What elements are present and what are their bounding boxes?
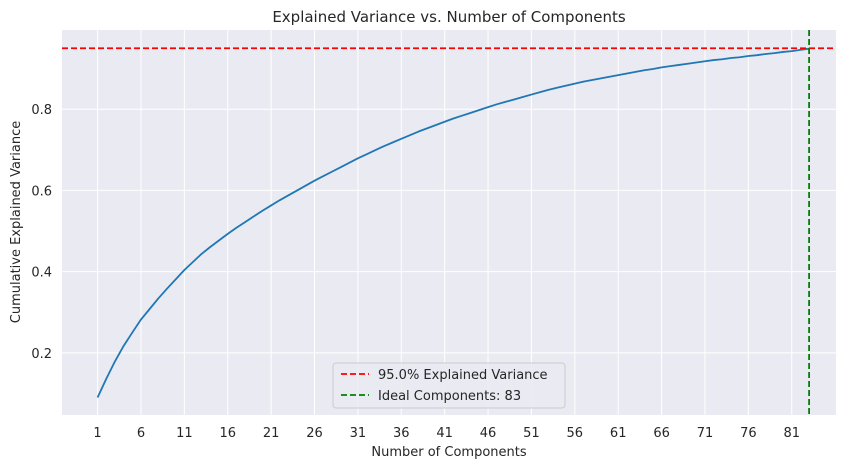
x-tick-label: 16 [219, 426, 236, 441]
x-tick-label: 61 [610, 426, 627, 441]
x-tick-label: 31 [350, 426, 367, 441]
x-tick-label: 1 [93, 426, 101, 441]
y-gridlines [62, 108, 836, 354]
reference-lines [62, 30, 836, 415]
x-tick-label: 21 [263, 426, 280, 441]
x-tick-label: 11 [176, 426, 193, 441]
legend-box [332, 362, 566, 409]
legend: 95.0% Explained Variance Ideal Component… [332, 362, 566, 409]
legend-label-threshold: 95.0% Explained Variance [378, 368, 548, 383]
y-tick-label: 0.2 [31, 347, 52, 362]
plot-area [62, 30, 836, 415]
x-tick-label: 66 [653, 426, 670, 441]
y-tick-label: 0.4 [31, 266, 52, 281]
x-tick-label: 81 [783, 426, 800, 441]
x-tick-label: 46 [480, 426, 497, 441]
x-tick-label: 51 [523, 426, 540, 441]
y-axis-label: Cumulative Explained Variance [9, 121, 24, 323]
x-tick-label: 36 [393, 426, 410, 441]
series-layer [96, 47, 810, 398]
x-tick-labels: 1 6 11 16 21 26 31 36 41 46 51 56 61 66 71 76 81 [93, 426, 800, 441]
legend-label-ideal: Ideal Components: 83 [378, 389, 521, 404]
x-tick-label: 56 [567, 426, 584, 441]
x-axis-label: Number of Components [371, 445, 526, 460]
series-line [96, 47, 810, 398]
x-tick-label: 76 [740, 426, 757, 441]
y-tick-label: 0.8 [31, 103, 52, 118]
x-tick-label: 41 [436, 426, 453, 441]
chart-title: Explained Variance vs. Number of Compone… [272, 8, 626, 26]
y-tick-label: 0.6 [31, 184, 52, 199]
x-tick-label: 26 [306, 426, 323, 441]
x-tick-label: 71 [697, 426, 714, 441]
x-tick-label: 6 [137, 426, 145, 441]
y-tick-labels: 0.2 0.4 0.6 0.8 [31, 103, 52, 362]
